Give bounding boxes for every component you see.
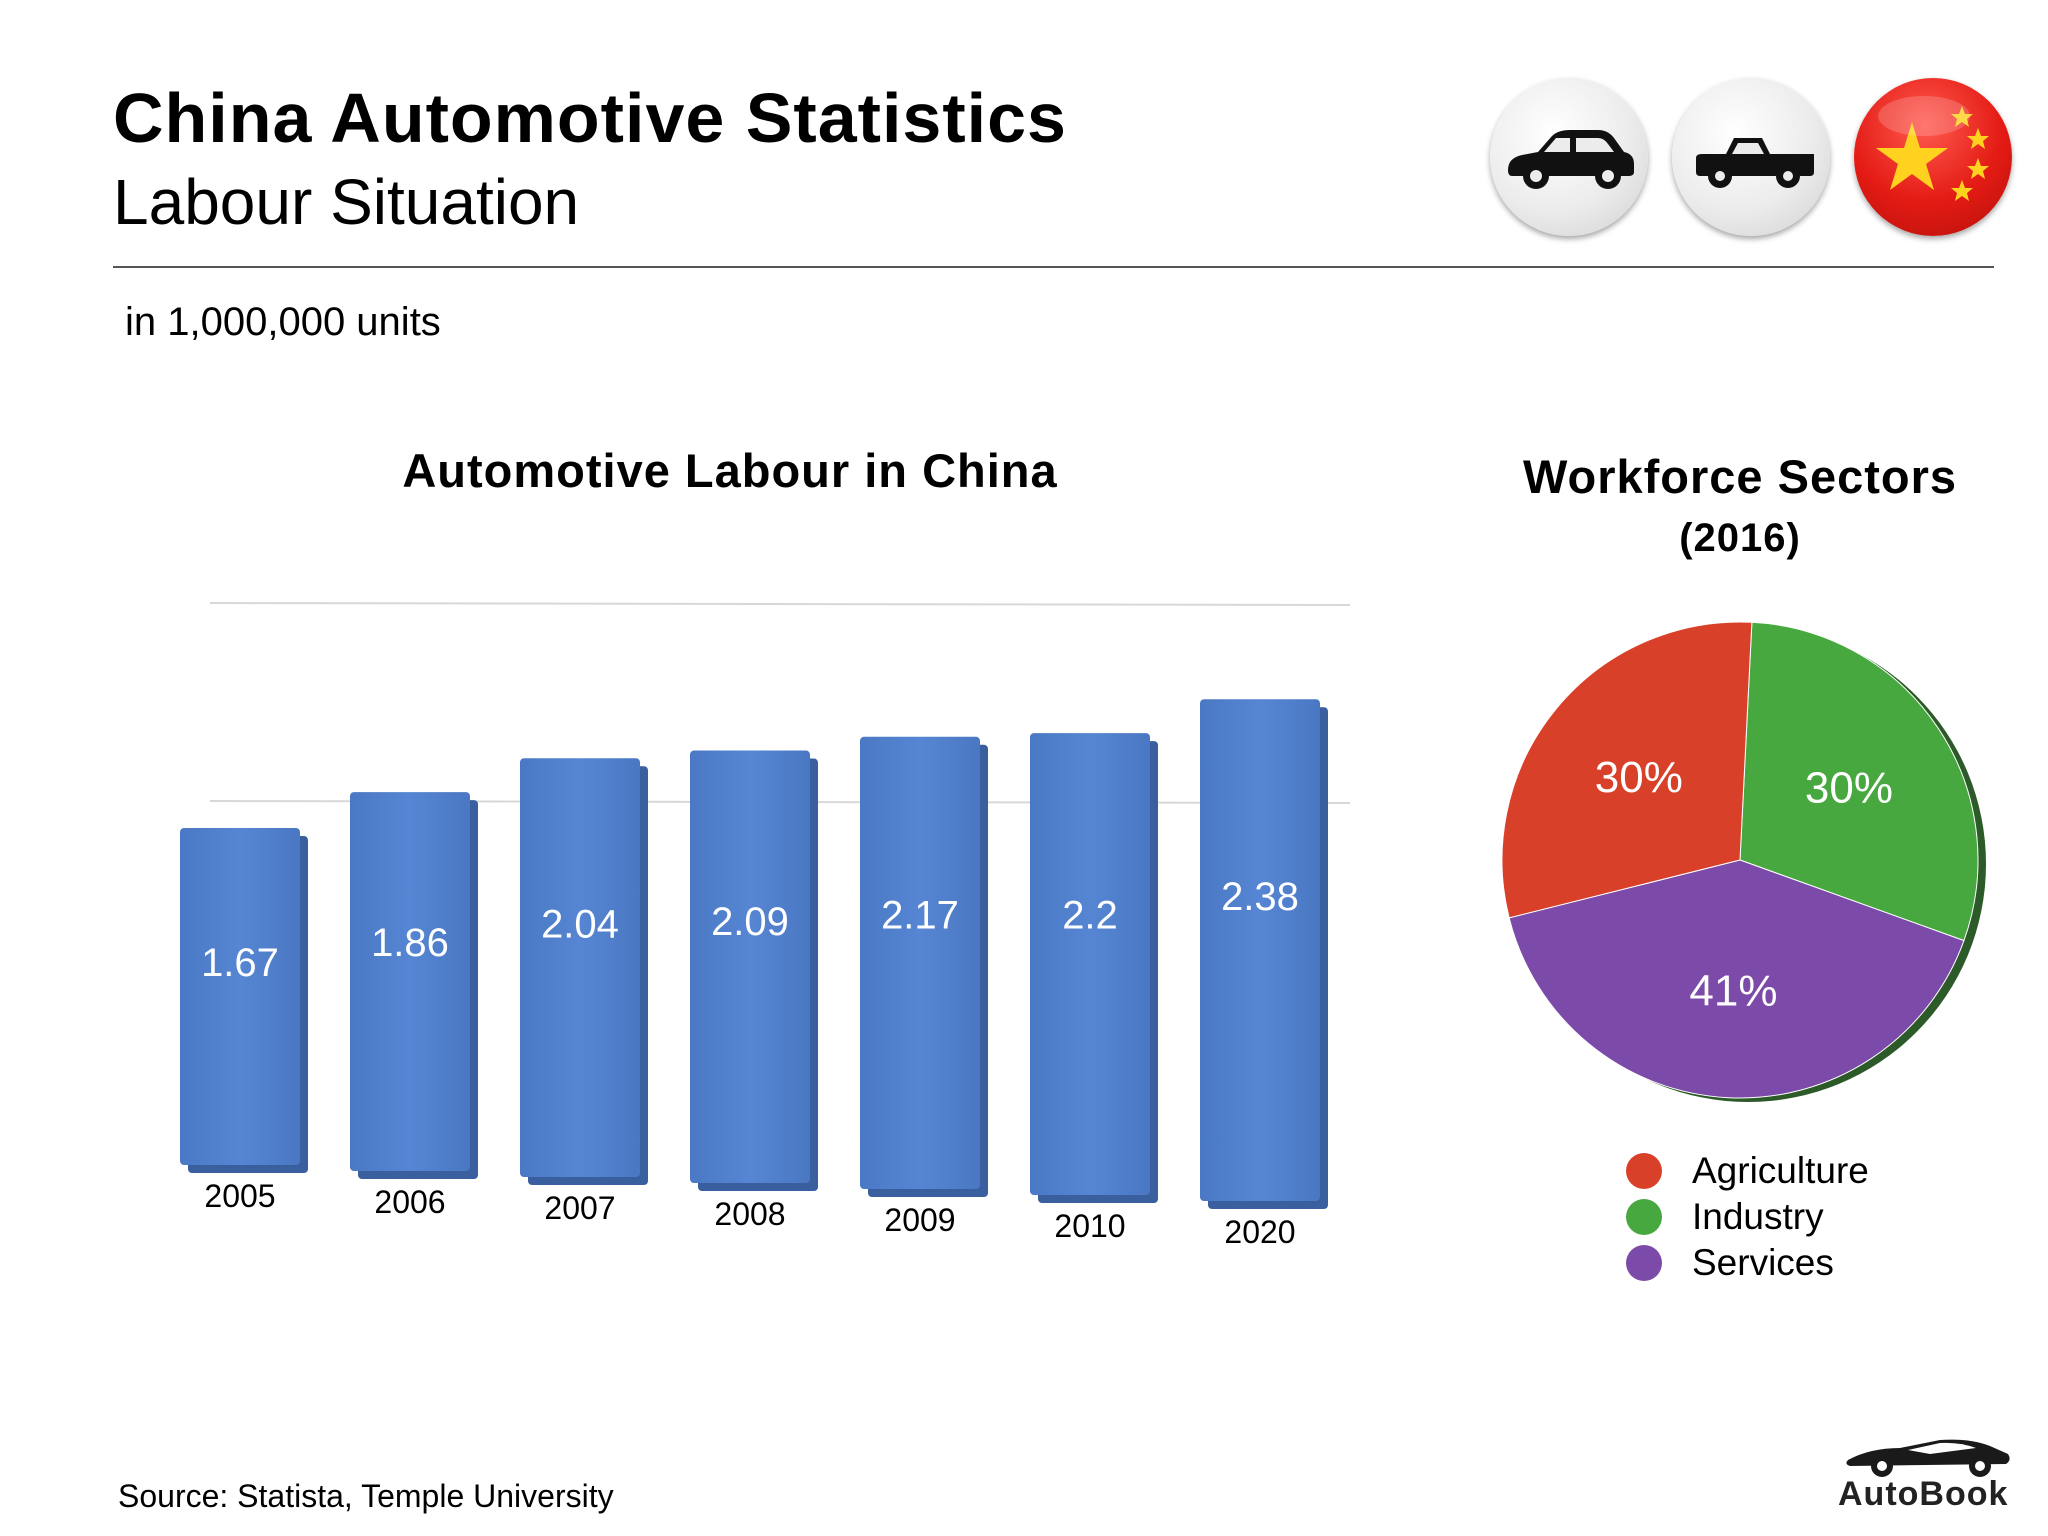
bar-value-label: 1.67 xyxy=(201,941,279,985)
pie-slice-services xyxy=(1508,859,1965,1099)
bar xyxy=(350,792,470,1171)
legend-item-industry: Industry xyxy=(1626,1194,1869,1240)
bar-chart: 1.67 2005 1.86 2006 2.04 2007 2.09 2008 2.17 2009… xyxy=(180,602,1351,1250)
bar-value-label: 2.09 xyxy=(711,900,789,944)
bar xyxy=(1030,733,1150,1195)
bar xyxy=(520,758,640,1177)
china-flag-icon xyxy=(1854,78,2012,236)
pie-chart-title-text: Workforce Sectors xyxy=(1522,450,1958,503)
bar-category-label: 2008 xyxy=(714,1196,785,1232)
legend-item-services: Services xyxy=(1626,1240,1869,1286)
bar-category-label: 2010 xyxy=(1054,1208,1125,1244)
pie-slice-industry xyxy=(1739,621,1979,942)
pie-chart-title: Workforce Sectors (2016) xyxy=(1440,448,2040,567)
brand-name: AutoBook xyxy=(1838,1475,2009,1513)
bar-category-label: 2005 xyxy=(204,1178,275,1214)
bar-category-label: 2020 xyxy=(1224,1214,1295,1250)
pie-label-industry: 30% xyxy=(1805,763,1893,812)
bar xyxy=(860,736,980,1189)
legend-label-industry: Industry xyxy=(1692,1196,1824,1237)
units-note: in 1,000,000 units xyxy=(125,300,441,344)
legend-swatch-services xyxy=(1626,1245,1662,1281)
bar-value-label: 1.86 xyxy=(371,921,449,965)
legend-item-agriculture: Agriculture xyxy=(1626,1148,1869,1194)
page-subtitle: Labour Situation xyxy=(113,166,580,238)
legend-swatch-industry xyxy=(1626,1199,1662,1235)
page-title: China Automotive Statistics xyxy=(113,79,1067,157)
bar-value-label: 2.17 xyxy=(881,894,959,938)
legend-label-agriculture: Agriculture xyxy=(1692,1150,1869,1191)
pie-label-agriculture: 30% xyxy=(1595,753,1683,802)
gridline xyxy=(209,602,1351,606)
legend-swatch-agriculture xyxy=(1626,1153,1662,1189)
pie-chart-subtitle: (2016) xyxy=(1679,516,1801,560)
bar-value-label: 2.04 xyxy=(541,902,619,946)
pie-slice-agriculture xyxy=(1501,621,1753,919)
legend-label-services: Services xyxy=(1692,1242,1834,1283)
bar-category-label: 2009 xyxy=(884,1202,955,1238)
pie-chart: 30% 41% 30% xyxy=(1501,621,1986,1102)
pie-label-services: 41% xyxy=(1689,967,1777,1016)
pie-legend: Agriculture Industry Services xyxy=(1626,1148,1869,1286)
bar-value-label: 2.38 xyxy=(1221,875,1299,919)
bar xyxy=(1200,699,1320,1201)
car-icon xyxy=(1490,78,1648,236)
bar xyxy=(690,750,810,1183)
bar-chart-title: Automotive Labour in China xyxy=(402,444,1058,497)
header-icons xyxy=(1490,78,2014,244)
autobook-logo xyxy=(1846,1439,2010,1477)
bar-value-label: 2.2 xyxy=(1062,894,1118,938)
pickup-truck-icon xyxy=(1672,78,1830,236)
bar xyxy=(180,828,300,1165)
source-note: Source: Statista, Temple University xyxy=(118,1478,614,1514)
header-divider xyxy=(113,266,1994,268)
bar-category-label: 2007 xyxy=(544,1190,615,1226)
bar-category-label: 2006 xyxy=(374,1184,445,1220)
